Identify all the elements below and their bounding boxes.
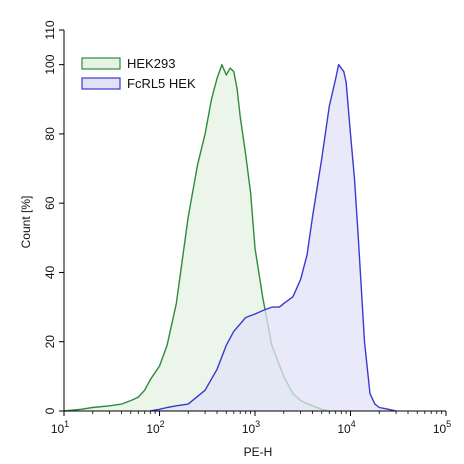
x-axis-label: PE-H bbox=[244, 445, 273, 459]
y-tick-label-3: 40 bbox=[43, 265, 57, 279]
x-tick-label-3: 103 bbox=[242, 419, 260, 436]
y-axis-label: Count [%] bbox=[19, 196, 33, 249]
series-line-2 bbox=[150, 63, 397, 412]
y-tick-label-5: 80 bbox=[43, 127, 57, 141]
series-area-2 bbox=[150, 64, 397, 411]
legend-swatch-1 bbox=[81, 57, 121, 70]
axes: 101 102 103 104 105 0 20 40 60 80 100 110 bbox=[43, 20, 451, 436]
x-tick-label-4: 104 bbox=[337, 419, 355, 436]
y-tick-label-7: 110 bbox=[43, 20, 57, 39]
plot-area bbox=[63, 63, 397, 412]
y-tick-label-6: 100 bbox=[43, 54, 57, 74]
legend-swatch-2 bbox=[81, 77, 121, 90]
y-tick-label-2: 20 bbox=[43, 335, 57, 349]
x-tick-label-1: 101 bbox=[51, 419, 69, 436]
legend-label-1: HEK293 bbox=[127, 56, 175, 71]
y-tick-label-4: 60 bbox=[43, 196, 57, 210]
legend: HEK293 FcRL5 HEK bbox=[81, 56, 196, 91]
x-tick-label-5: 105 bbox=[433, 419, 451, 436]
x-tick-label-2: 102 bbox=[146, 419, 164, 436]
legend-label-2: FcRL5 HEK bbox=[127, 76, 196, 91]
y-tick-label-1: 0 bbox=[43, 407, 57, 414]
